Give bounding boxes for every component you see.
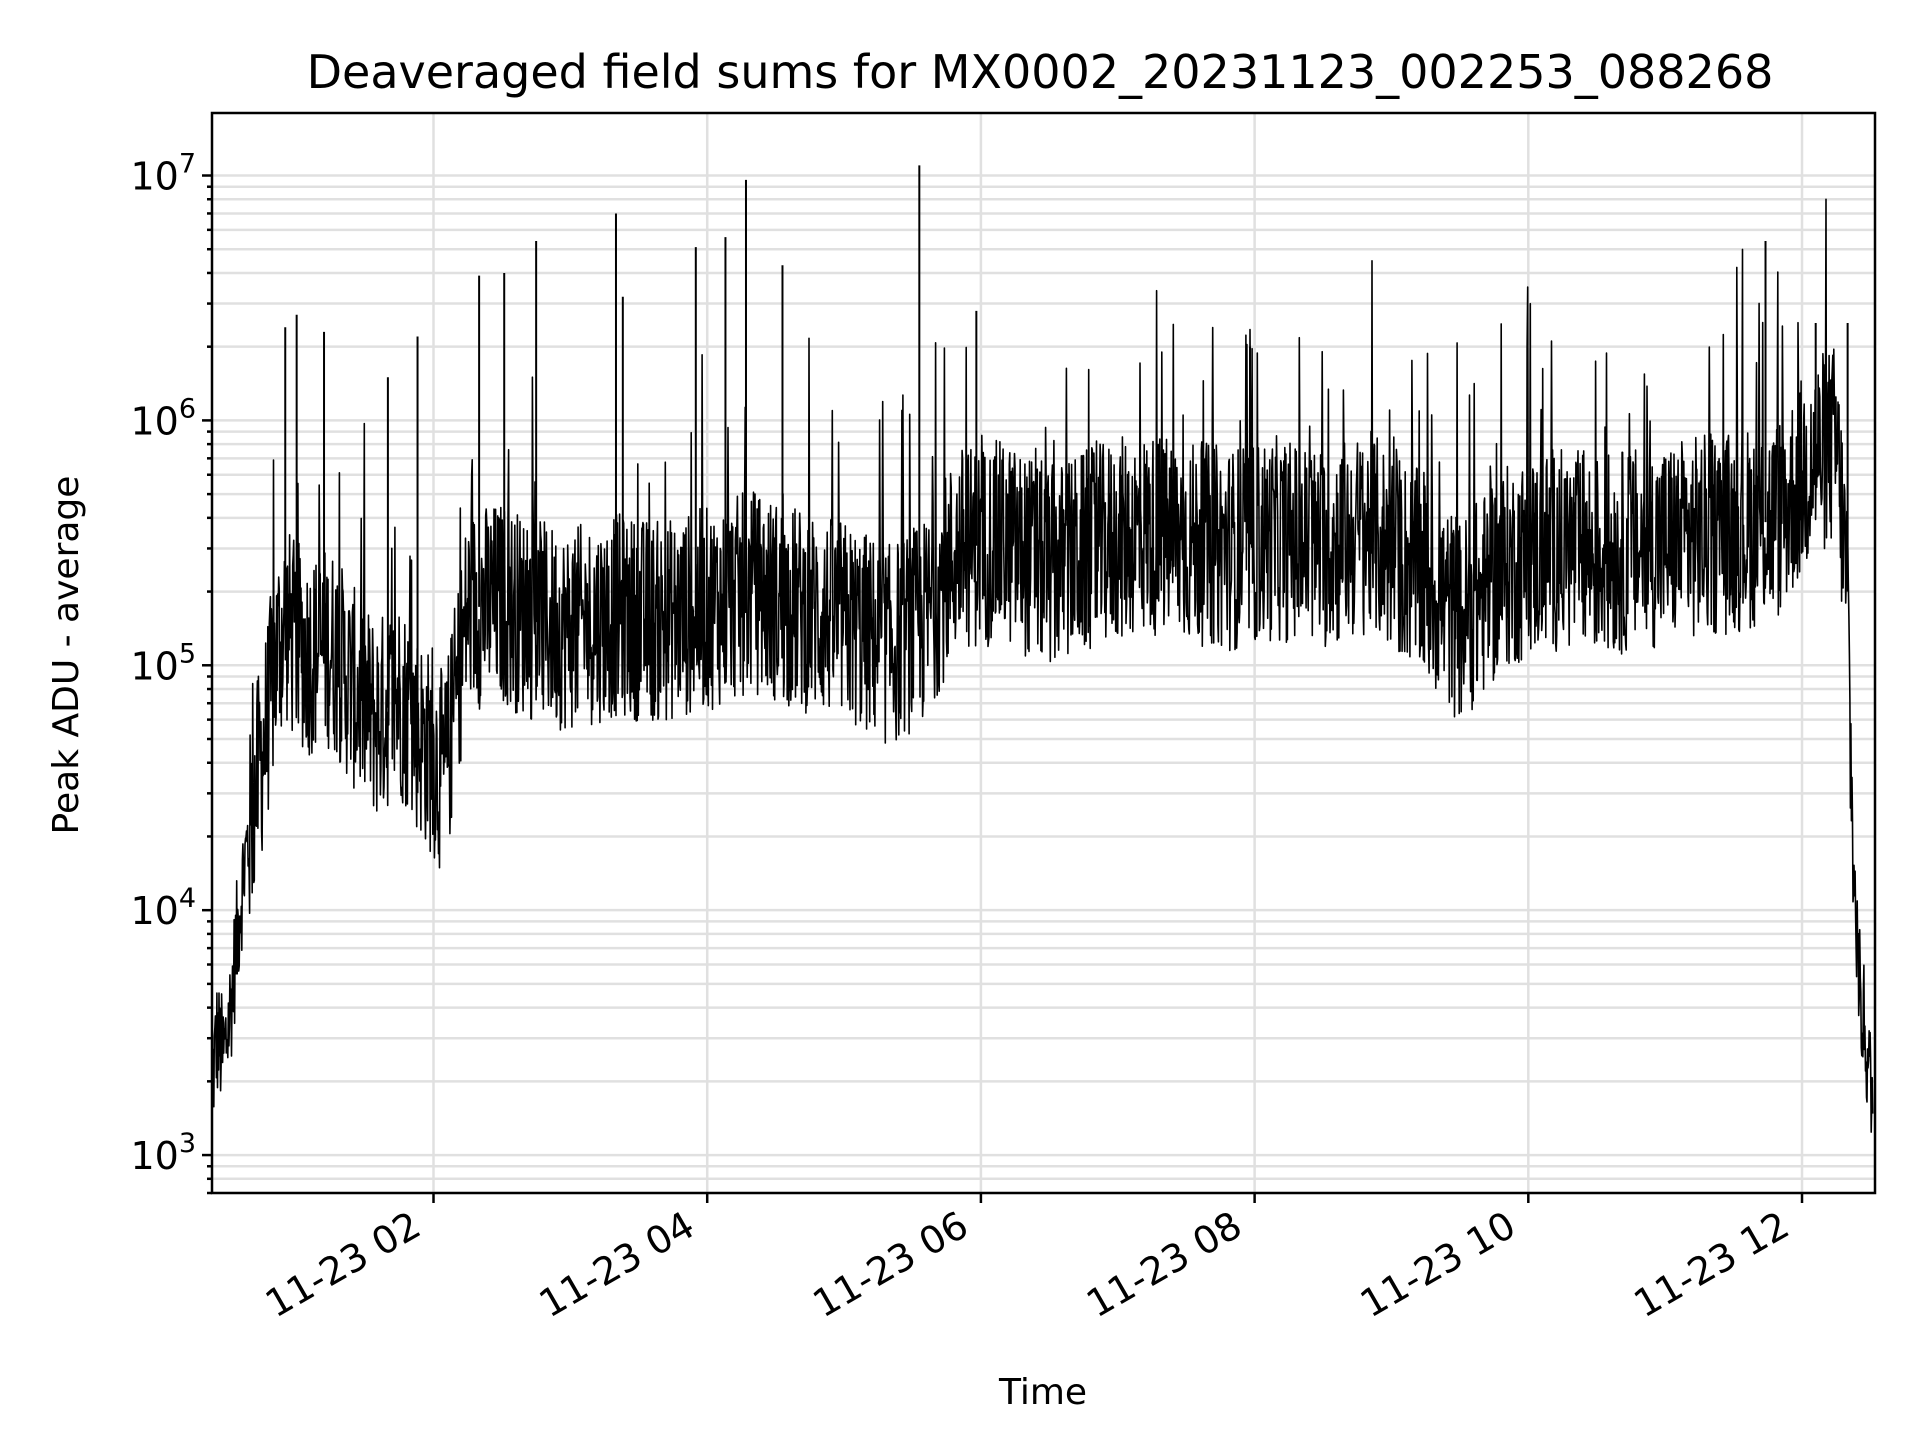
grid-layer <box>212 113 1875 1195</box>
y-tick-label: 105 <box>130 638 196 688</box>
y-axis-label: Peak ADU - average <box>46 476 87 835</box>
y-tick-label: 106 <box>130 393 196 443</box>
x-axis-label: Time <box>998 1372 1087 1413</box>
y-tick-label: 107 <box>130 149 196 199</box>
series-line <box>211 198 1874 1133</box>
chart-title: Deaveraged field sums for MX0002_2023112… <box>307 45 1774 99</box>
data-layer <box>211 165 1874 1133</box>
y-tick-label: 103 <box>130 1128 196 1178</box>
y-tick-label: 104 <box>130 883 196 933</box>
plot-frame <box>210 111 1877 1195</box>
